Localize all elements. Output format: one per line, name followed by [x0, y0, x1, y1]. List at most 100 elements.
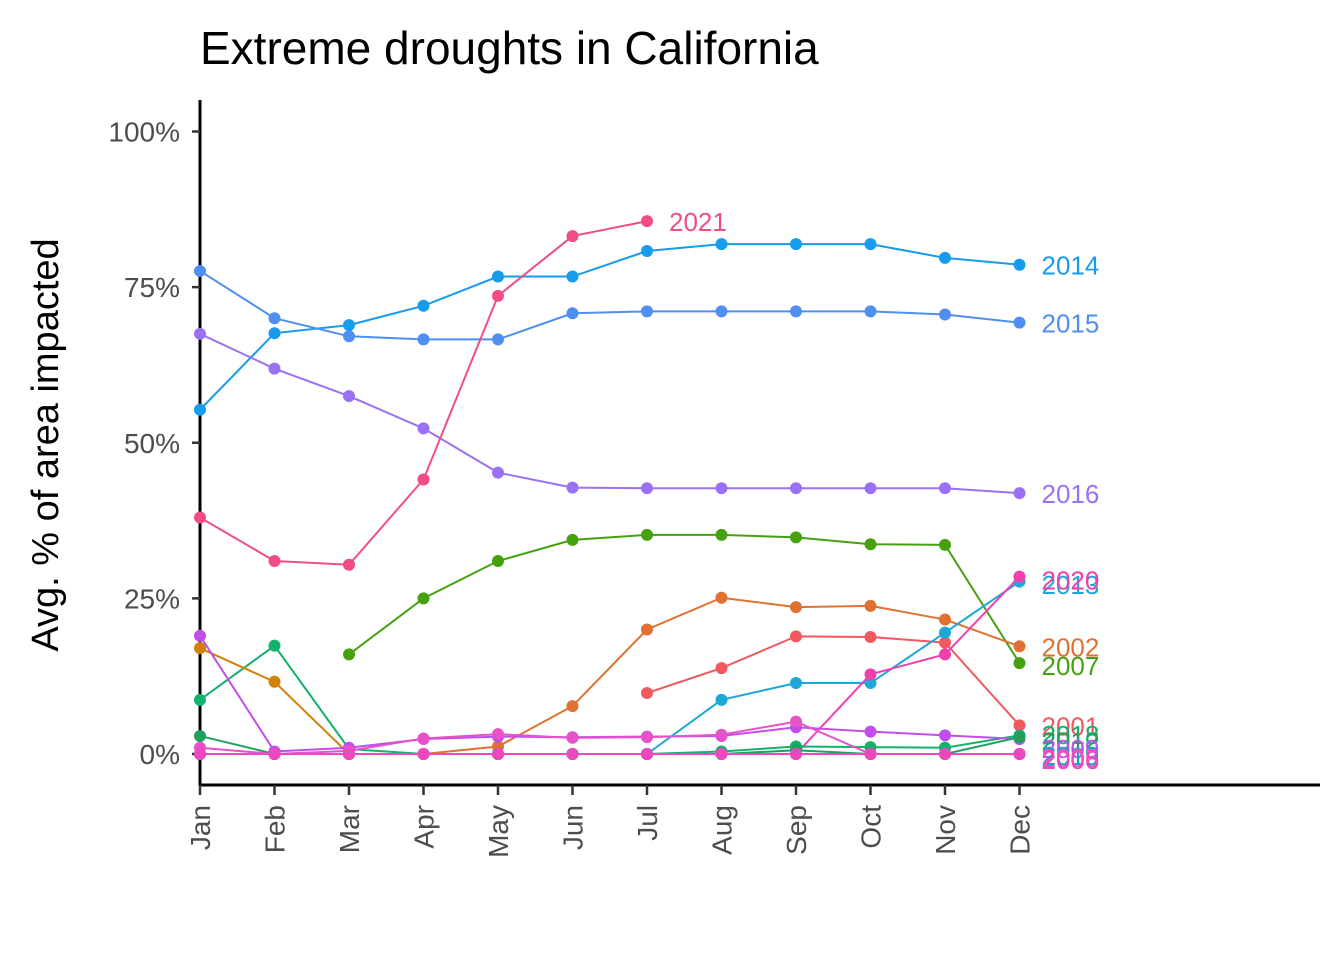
data-point-2005 [641, 731, 653, 744]
chart-title: Extreme droughts in California [200, 22, 819, 74]
data-point-2015 [1013, 316, 1026, 329]
series-end-label: 2012 [1042, 726, 1100, 756]
y-tick-label: 25% [124, 583, 180, 614]
data-point-2013 [939, 626, 951, 639]
x-tick-label: Jun [558, 805, 589, 850]
data-point-2007 [417, 592, 430, 605]
data-point-2014 [194, 403, 206, 416]
data-point-2014 [492, 270, 504, 283]
data-point-2020 [1013, 570, 1026, 583]
series-2001 [641, 630, 1026, 732]
data-point-2021 [492, 289, 504, 302]
data-point-2006 [417, 748, 430, 760]
data-point-2013 [790, 677, 802, 690]
data-point-2021 [194, 511, 206, 524]
series-end-label: 2020 [1042, 566, 1100, 596]
series-end-label: 2007 [1042, 651, 1100, 681]
series-end-label: 2001 [1042, 711, 1100, 741]
data-point-2016 [641, 482, 653, 495]
data-point-2005 [417, 732, 430, 745]
data-point-2021 [417, 473, 430, 486]
data-point-2007 [343, 648, 355, 661]
y-tick-label: 50% [124, 428, 180, 459]
series-2014 [194, 238, 1026, 416]
y-tick-label: 75% [124, 272, 180, 303]
data-point-2014 [939, 251, 951, 264]
data-point-2014 [343, 319, 355, 332]
data-point-2016 [1013, 487, 1026, 500]
data-point-2009 [939, 729, 951, 742]
series-2006 [194, 748, 1026, 760]
data-point-2016 [566, 481, 579, 494]
data-point-2002 [864, 599, 877, 612]
data-point-2008 [194, 642, 206, 655]
y-tick-label: 100% [108, 117, 180, 148]
data-point-2002 [715, 591, 728, 604]
series-2002 [194, 591, 1026, 760]
data-point-2006 [715, 748, 728, 760]
data-point-2002 [1013, 640, 1026, 653]
x-tick-label: Dec [1005, 805, 1036, 855]
data-point-2001 [715, 662, 728, 675]
data-point-2016 [939, 482, 951, 495]
data-point-2006 [343, 748, 355, 760]
data-point-2016 [194, 327, 206, 340]
data-point-2012 [194, 729, 206, 742]
data-point-2005 [492, 728, 504, 741]
data-point-2016 [343, 390, 355, 403]
data-point-2016 [715, 482, 728, 495]
series-end-label: 2014 [1042, 251, 1100, 281]
series-line-2001 [646, 635, 1021, 727]
series-line-2009 [199, 635, 1020, 753]
data-point-2021 [343, 558, 355, 571]
data-point-2008 [268, 675, 281, 688]
series-line-2002 [200, 596, 1020, 755]
series-end-label: 2021 [669, 207, 727, 237]
series-2008 [194, 642, 1026, 760]
data-point-2007 [790, 531, 802, 544]
data-point-2015 [790, 305, 802, 318]
data-point-2016 [864, 482, 877, 495]
data-point-2006 [939, 748, 951, 760]
data-point-2018 [268, 639, 281, 652]
x-tick-label: Sep [781, 805, 812, 855]
data-point-2002 [790, 601, 802, 614]
series-end-label: 2009 [1042, 734, 1100, 764]
series-end-label: 2002 [1042, 632, 1100, 662]
series-line-2016 [199, 332, 1020, 495]
y-ticks: 0% 25% 50% 75% 100% [108, 117, 200, 770]
data-point-2021 [268, 555, 281, 568]
series-2018 [194, 639, 1026, 760]
series-line-2015 [199, 270, 1020, 341]
data-point-2013 [715, 693, 728, 706]
data-point-2021 [566, 230, 579, 243]
data-point-2007 [1013, 657, 1026, 670]
data-point-2001 [641, 686, 653, 699]
data-point-2009 [864, 725, 877, 738]
data-point-2007 [641, 528, 653, 541]
series-end-label: 2013 [1042, 570, 1100, 600]
data-point-2001 [790, 630, 802, 643]
x-tick-label: May [483, 805, 514, 858]
x-tick-label: Apr [409, 805, 440, 849]
data-point-2016 [790, 482, 802, 495]
y-axis-label: Avg. % of area impacted [25, 238, 67, 651]
data-point-2007 [939, 538, 951, 551]
x-tick-label: Mar [334, 805, 365, 853]
series-layer [194, 215, 1026, 760]
data-point-2016 [492, 466, 504, 479]
data-point-2006 [1013, 748, 1026, 760]
x-tick-label: Aug [707, 805, 738, 855]
data-point-2016 [268, 362, 281, 375]
data-point-2006 [492, 748, 504, 760]
data-point-2020 [864, 668, 877, 681]
data-point-2015 [268, 312, 281, 325]
series-end-label: 2019 [1042, 741, 1100, 771]
data-point-2002 [641, 623, 653, 636]
data-point-2002 [566, 700, 579, 713]
axes [198, 100, 1320, 787]
data-point-2006 [790, 748, 802, 760]
data-point-2020 [939, 648, 951, 661]
